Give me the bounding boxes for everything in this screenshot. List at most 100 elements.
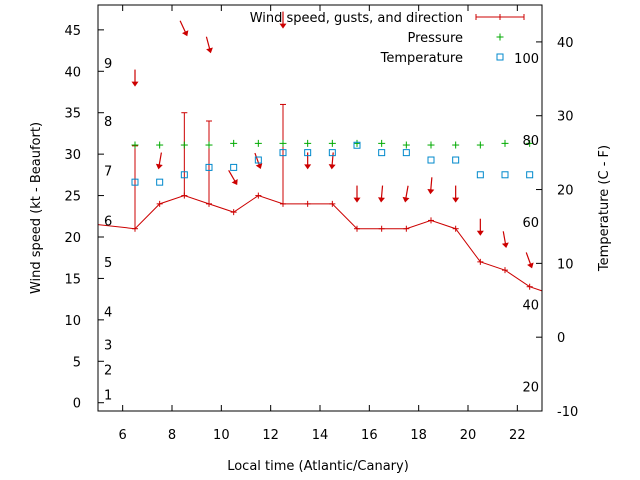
arrow-head — [452, 197, 460, 203]
arrow-head — [328, 164, 336, 170]
y-left-tick-label: 0 — [73, 397, 81, 412]
temperature-point — [526, 171, 534, 179]
wind-direction-arrow — [525, 252, 534, 269]
x-tick-label: 10 — [213, 428, 230, 443]
wind-speed-point — [403, 225, 410, 232]
wind-speed-point — [230, 209, 237, 216]
temperature-point — [254, 156, 262, 164]
arrow-head — [155, 163, 163, 170]
wind-direction-arrow — [205, 36, 213, 54]
wind-speed-point — [502, 267, 508, 274]
arrow-head — [476, 230, 484, 236]
arrow-shaft — [228, 170, 237, 183]
wind-gust-bar — [280, 103, 286, 204]
y-right-tick-label: -10 — [557, 405, 578, 420]
pressure-point — [254, 139, 262, 147]
pressure-point — [378, 139, 386, 147]
y-left-tick-label: 25 — [64, 190, 81, 205]
y-right-tick-label: 10 — [557, 257, 574, 272]
wind-speed-point — [452, 225, 459, 232]
fahrenheit-label: 20 — [522, 381, 539, 396]
wind-speed-point — [428, 217, 434, 224]
temperature-point — [279, 149, 287, 157]
wind-direction-arrow — [353, 185, 361, 203]
pressure-point — [131, 141, 139, 149]
wind-gust-bar — [206, 120, 212, 204]
wind-direction-arrow — [328, 152, 336, 170]
pressure-point — [526, 139, 534, 147]
arrow-shaft — [430, 177, 433, 192]
x-tick-label: 12 — [262, 428, 279, 443]
arrow-head — [527, 262, 534, 269]
y-left-tick-label: 15 — [64, 272, 81, 287]
wind-direction-arrow — [228, 170, 238, 186]
x-tick-label: 16 — [361, 428, 378, 443]
beaufort-label: 2 — [104, 364, 112, 379]
legend-label-temperature: Temperature — [380, 51, 463, 66]
beaufort-label: 5 — [104, 256, 112, 271]
arrow-head — [279, 23, 287, 29]
wind-direction-arrow — [131, 69, 139, 87]
temperature-point — [452, 156, 460, 164]
arrow-shaft — [502, 231, 507, 246]
fahrenheit-label: 60 — [522, 216, 539, 231]
pressure-point — [476, 141, 484, 149]
temperature-point — [328, 149, 336, 157]
wind-direction-arrow — [179, 20, 189, 37]
wind-speed-point — [477, 258, 484, 265]
x-tick-label: 22 — [509, 428, 526, 443]
arrow-shaft — [405, 185, 409, 200]
y-left-tick-label: 10 — [64, 314, 81, 329]
wind-speed-point — [304, 200, 311, 207]
pressure-point — [156, 141, 164, 149]
fahrenheit-label: 80 — [522, 134, 539, 149]
pressure-point — [427, 141, 435, 149]
pressure-point — [501, 139, 509, 147]
wind-direction-arrow — [155, 152, 163, 170]
arrow-shaft — [158, 152, 162, 167]
temperature-point — [156, 178, 164, 186]
wind-speed-line — [97, 195, 543, 292]
arrow-head — [231, 178, 238, 186]
wind-direction-arrow — [402, 185, 410, 203]
beaufort-label: 4 — [104, 306, 112, 321]
y-axis-right-label: Temperature (C - F) — [597, 145, 612, 272]
wind-direction-arrow — [279, 11, 287, 29]
arrow-shaft — [205, 36, 211, 51]
fahrenheit-label: 100 — [514, 52, 539, 67]
temperature-point — [353, 141, 361, 149]
pressure-point — [402, 141, 410, 149]
y-left-tick-label: 40 — [64, 65, 81, 80]
plot-frame — [97, 4, 543, 412]
wind-speed-point — [526, 283, 533, 290]
beaufort-label: 9 — [104, 57, 112, 72]
arrow-head — [206, 47, 213, 54]
temperature-point — [180, 171, 188, 179]
y-left-tick-label: 35 — [64, 107, 81, 122]
pressure-point — [452, 141, 460, 149]
wind-direction-arrow — [304, 152, 312, 170]
y-left-tick-label: 20 — [64, 231, 81, 246]
pressure-point — [279, 139, 287, 147]
arrow-head — [304, 164, 312, 170]
pressure-point — [230, 139, 238, 147]
y-right-tick-label: 0 — [557, 331, 565, 346]
beaufort-label: 7 — [104, 165, 112, 180]
wind-speed-point — [378, 225, 385, 232]
wind-direction-arrow — [452, 185, 460, 203]
arrow-head — [131, 81, 139, 87]
x-tick-label: 8 — [168, 428, 176, 443]
legend-sample-temperature — [496, 53, 504, 61]
arrow-shaft — [179, 20, 187, 34]
temperature-point — [476, 171, 484, 179]
wind-speed-point — [156, 200, 163, 207]
wind-direction-arrow — [254, 152, 263, 170]
arrow-head — [255, 163, 263, 170]
pressure-point — [328, 139, 336, 147]
temperature-point — [205, 163, 213, 171]
x-tick-label: 14 — [312, 428, 329, 443]
temperature-point — [501, 171, 509, 179]
y-axis-left-label: Wind speed (kt - Beaufort) — [29, 122, 44, 294]
beaufort-label: 8 — [104, 115, 112, 130]
arrow-shaft — [254, 152, 261, 167]
